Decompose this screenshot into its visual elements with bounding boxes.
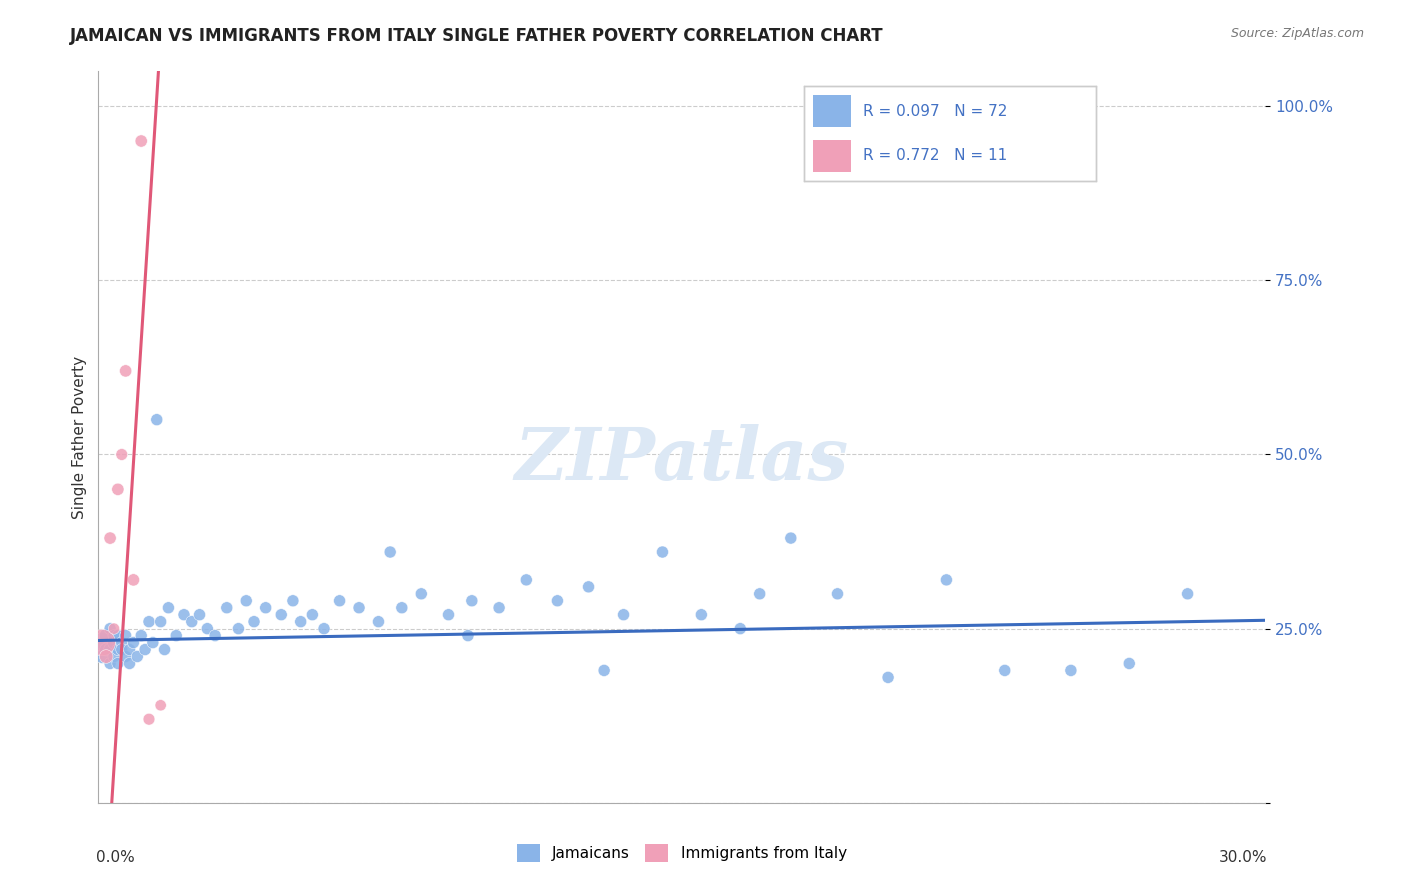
Point [935,573,957,587]
Point [1118,657,1140,671]
Point [411,587,433,601]
Point [91,649,114,664]
Point [215,600,238,615]
Point [103,622,125,636]
Point [730,622,752,636]
Point [107,629,129,643]
Point [312,622,335,636]
Point [329,594,352,608]
Text: 0.0%: 0.0% [96,850,135,865]
Point [122,635,145,649]
Text: ZIPatlas: ZIPatlas [515,424,849,494]
Point [103,635,125,649]
Point [461,594,484,608]
Point [114,649,136,664]
Text: JAMAICAN VS IMMIGRANTS FROM ITALY SINGLE FATHER POVERTY CORRELATION CHART: JAMAICAN VS IMMIGRANTS FROM ITALY SINGLE… [70,27,884,45]
Point [153,642,176,657]
Point [107,642,129,657]
Point [748,587,770,601]
Point [118,642,141,657]
Point [270,607,292,622]
Point [98,657,121,671]
Point [142,635,165,649]
Point [165,629,187,643]
Point [347,600,370,615]
Point [243,615,266,629]
Point [827,587,849,601]
Point [779,531,801,545]
Point [391,600,413,615]
Point [457,629,479,643]
Point [651,545,673,559]
Y-axis label: Single Father Poverty: Single Father Poverty [72,356,87,518]
Point [488,600,510,615]
Point [96,649,118,664]
Point [235,594,257,608]
Point [173,607,195,622]
Point [157,600,180,615]
Point [103,629,125,643]
Point [290,615,312,629]
Point [877,670,900,684]
Point [204,629,226,643]
Point [1177,587,1199,601]
Point [111,448,134,462]
Point [515,573,537,587]
Point [380,545,402,559]
Point [146,412,169,426]
Point [578,580,600,594]
Point [1060,664,1083,678]
Point [228,622,250,636]
Point [149,615,172,629]
Point [301,607,323,622]
Point [98,642,121,657]
Point [188,607,211,622]
Point [91,635,114,649]
Point [134,642,156,657]
Point [111,642,134,657]
Point [98,531,121,545]
Point [195,622,218,636]
Point [437,607,460,622]
Point [129,629,152,643]
Legend: Jamaicans, Immigrants from Italy: Jamaicans, Immigrants from Italy [510,838,853,868]
Point [149,698,172,713]
Point [129,134,152,148]
Point [613,607,636,622]
Point [254,600,277,615]
Point [96,629,118,643]
Point [138,615,160,629]
Point [138,712,160,726]
Point [103,649,125,664]
Text: 30.0%: 30.0% [1219,850,1268,865]
Point [111,635,134,649]
Point [96,642,118,657]
Point [281,594,304,608]
Point [98,622,121,636]
Point [114,364,136,378]
Point [367,615,389,629]
Point [114,629,136,643]
Point [546,594,568,608]
Point [91,635,114,649]
Point [107,657,129,671]
Point [180,615,202,629]
Point [107,483,129,497]
Point [127,649,149,664]
Point [994,664,1017,678]
Text: Source: ZipAtlas.com: Source: ZipAtlas.com [1230,27,1364,40]
Point [118,657,141,671]
Point [690,607,713,622]
Point [122,573,145,587]
Point [593,664,616,678]
